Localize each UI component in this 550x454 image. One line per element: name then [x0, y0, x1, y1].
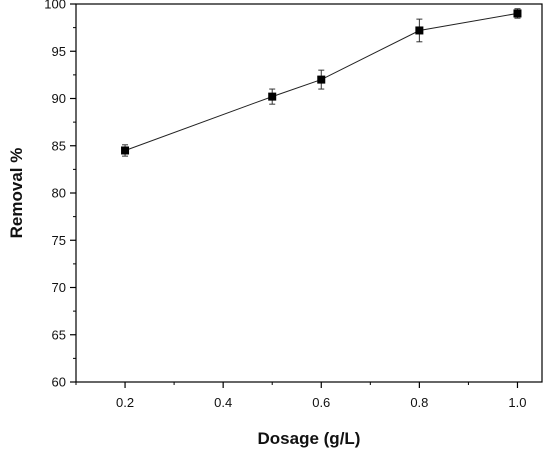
data-point	[513, 9, 522, 18]
y-tick-label: 60	[52, 375, 66, 390]
y-tick-label: 70	[52, 280, 66, 295]
plot-area-frame	[75, 3, 543, 383]
tick-labels: 60 65 70 75 80 85 90 95 100 0.2 0.4 0.6 0.8 1.0	[44, 0, 526, 410]
data-point	[317, 75, 326, 84]
x-tick-label: 0.6	[312, 395, 330, 410]
y-axis-title: Removal %	[7, 148, 26, 239]
data-point	[121, 146, 130, 155]
x-tick-label: 0.4	[214, 395, 232, 410]
data-point	[415, 26, 424, 35]
x-tick-label: 0.2	[116, 395, 134, 410]
y-tick-label: 100	[44, 0, 66, 12]
x-tick-label: 1.0	[508, 395, 526, 410]
data-series	[121, 8, 522, 157]
data-point	[268, 92, 277, 101]
x-axis-title: Dosage (g/L)	[258, 429, 361, 448]
y-tick-label: 95	[52, 44, 66, 59]
axis-ticks	[70, 3, 519, 388]
y-tick-label: 90	[52, 91, 66, 106]
y-tick-label: 65	[52, 327, 66, 342]
x-tick-label: 0.8	[410, 395, 428, 410]
y-tick-label: 85	[52, 138, 66, 153]
y-tick-label: 75	[52, 233, 66, 248]
y-tick-label: 80	[52, 186, 66, 201]
